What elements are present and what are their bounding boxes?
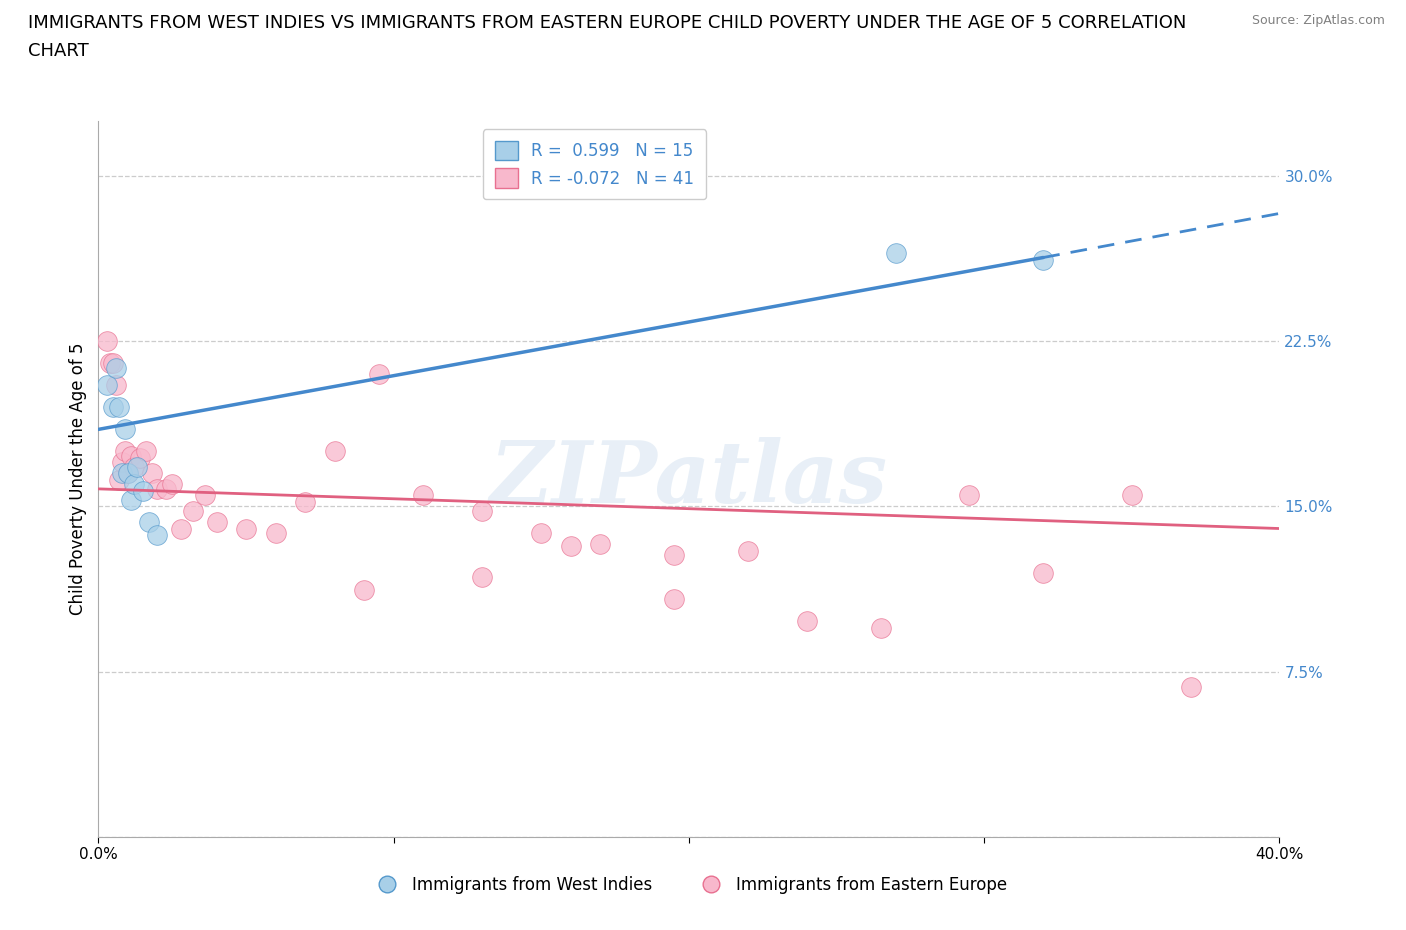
Point bbox=[105, 378, 128, 392]
Point bbox=[146, 482, 169, 497]
Point bbox=[1121, 488, 1143, 503]
Text: Source: ZipAtlas.com: Source: ZipAtlas.com bbox=[1251, 14, 1385, 27]
Point bbox=[120, 448, 142, 463]
Point bbox=[1032, 565, 1054, 580]
Point bbox=[114, 422, 136, 437]
Point bbox=[235, 521, 257, 536]
Point bbox=[117, 466, 139, 481]
Point bbox=[117, 466, 139, 481]
Point bbox=[323, 444, 346, 458]
Point bbox=[128, 450, 150, 465]
Point bbox=[353, 583, 375, 598]
Point bbox=[737, 543, 759, 558]
Point bbox=[264, 525, 287, 540]
Point bbox=[114, 444, 136, 458]
Point bbox=[170, 521, 193, 536]
Point bbox=[141, 466, 163, 481]
Point bbox=[664, 548, 686, 563]
Point bbox=[869, 620, 891, 635]
Point bbox=[122, 477, 145, 492]
Text: CHART: CHART bbox=[28, 42, 89, 60]
Text: ZIPatlas: ZIPatlas bbox=[489, 437, 889, 521]
Point bbox=[111, 466, 134, 481]
Point bbox=[181, 503, 204, 518]
Point bbox=[1032, 252, 1054, 267]
Point bbox=[205, 514, 228, 529]
Point bbox=[96, 378, 118, 392]
Point bbox=[122, 459, 145, 474]
Point bbox=[132, 484, 155, 498]
Point bbox=[108, 400, 131, 415]
Legend: Immigrants from West Indies, Immigrants from Eastern Europe: Immigrants from West Indies, Immigrants … bbox=[364, 869, 1014, 900]
Point bbox=[560, 538, 582, 553]
Point bbox=[1180, 680, 1202, 695]
Text: IMMIGRANTS FROM WEST INDIES VS IMMIGRANTS FROM EASTERN EUROPE CHILD POVERTY UNDE: IMMIGRANTS FROM WEST INDIES VS IMMIGRANT… bbox=[28, 14, 1187, 32]
Point bbox=[368, 366, 391, 381]
Point bbox=[103, 356, 125, 371]
Point bbox=[412, 488, 434, 503]
Point bbox=[884, 246, 907, 260]
Point bbox=[959, 488, 981, 503]
Point bbox=[589, 537, 612, 551]
Point bbox=[103, 400, 125, 415]
Point bbox=[135, 444, 157, 458]
Point bbox=[471, 569, 494, 584]
Point bbox=[162, 477, 183, 492]
Point bbox=[146, 527, 169, 542]
Y-axis label: Child Poverty Under the Age of 5: Child Poverty Under the Age of 5 bbox=[69, 342, 87, 616]
Point bbox=[155, 482, 177, 497]
Point bbox=[796, 614, 818, 629]
Point bbox=[294, 495, 316, 510]
Point bbox=[471, 503, 494, 518]
Point bbox=[664, 591, 686, 606]
Point bbox=[138, 514, 160, 529]
Point bbox=[125, 459, 148, 474]
Point bbox=[108, 472, 131, 487]
Point bbox=[105, 360, 128, 375]
Point bbox=[120, 493, 142, 508]
Point bbox=[111, 455, 134, 470]
Point bbox=[530, 525, 553, 540]
Point bbox=[96, 334, 118, 349]
Point bbox=[98, 356, 121, 371]
Point bbox=[194, 488, 217, 503]
